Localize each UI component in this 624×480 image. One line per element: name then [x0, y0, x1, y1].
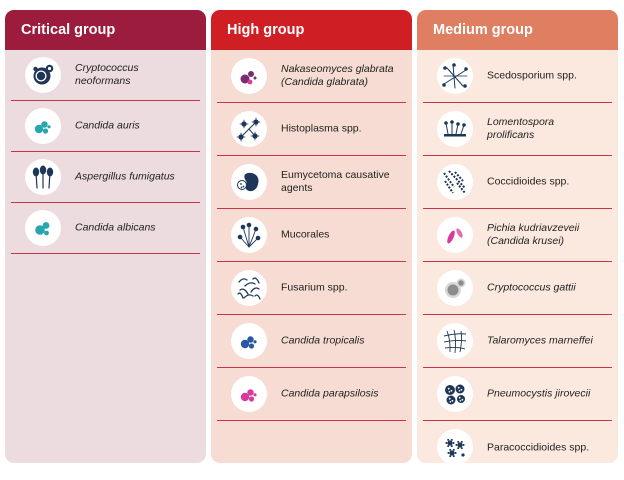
pneumocystis-cysts-icon — [437, 376, 473, 412]
pathogen-name: Cryptococcus neoformans — [75, 62, 139, 87]
scedosporium-hyphae-icon — [437, 58, 473, 94]
pathogen-name: Candida albicans — [75, 221, 156, 234]
list-item: Scedosporium spp. — [423, 50, 612, 103]
list-item: Candida tropicalis — [217, 315, 406, 368]
list-item: Talaromyces marneffei — [423, 315, 612, 368]
pathogen-name: Cryptococcus gattii — [487, 281, 576, 294]
list-item: Pichia kudriavzeveii (Candida krusei) — [423, 209, 612, 262]
critical-group-list: Cryptococcus neoformans Candida auris Aspe… — [5, 50, 206, 254]
list-item: Eumycetoma causative agents — [217, 156, 406, 209]
list-item: Paracoccidioides spp. — [423, 421, 612, 463]
list-item: Mucorales — [217, 209, 406, 262]
pathogen-name: Lomentospora prolificans — [487, 116, 555, 141]
medium-group-list: Scedosporium spp. Lomentospora prolifican… — [417, 50, 618, 463]
lomentospora-conidia-icon — [437, 111, 473, 147]
purple-yeast-cells-icon — [231, 58, 267, 94]
magenta-yeast-cells-icon — [231, 376, 267, 412]
list-item: Nakaseomyces glabrata (Candida glabrata) — [217, 50, 406, 103]
list-item: Pneumocystis jirovecii — [423, 368, 612, 421]
list-item: Fusarium spp. — [217, 262, 406, 315]
list-item: Lomentospora prolificans — [423, 103, 612, 156]
list-item: Candida auris — [11, 101, 200, 152]
histoplasma-spores-icon — [231, 111, 267, 147]
talaromyces-hyphae-icon — [437, 323, 473, 359]
list-item: Candida albicans — [11, 203, 200, 254]
pathogen-name: Pichia kudriavzeveii (Candida krusei) — [487, 222, 580, 247]
paracoccidioides-yeast-icon — [437, 429, 473, 463]
pathogen-name: Candida tropicalis — [281, 334, 365, 347]
pathogen-name: Candida parapsilosis — [281, 387, 379, 400]
pathogen-name: Pneumocystis jirovecii — [487, 387, 591, 400]
mucorales-sporangia-icon — [231, 217, 267, 253]
high-group-list: Nakaseomyces glabrata (Candida glabrata)… — [211, 50, 412, 421]
list-item: Candida parapsilosis — [217, 368, 406, 421]
list-item: Cryptococcus neoformans — [11, 50, 200, 101]
cryptococcus-cells-icon — [25, 57, 61, 93]
teal-budding-yeast-icon — [25, 210, 61, 246]
aspergillus-conidiophores-icon — [25, 159, 61, 195]
pathogen-name: Coccidioides spp. — [487, 175, 570, 188]
list-item: Cryptococcus gattii — [423, 262, 612, 315]
list-item: Coccidioides spp. — [423, 156, 612, 209]
pathogen-name: Eumycetoma causative agents — [281, 169, 390, 194]
high-group-header: High group — [211, 10, 412, 50]
medium-group-header: Medium group — [417, 10, 618, 50]
blue-yeast-cells-icon — [231, 323, 267, 359]
list-item: Histoplasma spp. — [217, 103, 406, 156]
coccidioides-arthroconidia-icon — [437, 164, 473, 200]
medium-group-column: Medium group Scedosporium spp. Lomentospo… — [417, 10, 618, 463]
pathogen-name: Scedosporium spp. — [487, 69, 577, 82]
pathogen-name: Aspergillus fumigatus — [75, 170, 175, 183]
list-item: Aspergillus fumigatus — [11, 152, 200, 203]
high-group-column: High group Nakaseomyces glabrata (Candid… — [211, 10, 412, 463]
pathogen-name: Paracoccidioides spp. — [487, 441, 590, 453]
fusarium-hyphae-icon — [231, 270, 267, 306]
pathogen-name: Histoplasma spp. — [281, 122, 362, 135]
pathogen-name: Mucorales — [281, 228, 330, 241]
pathogen-name: Talaromyces marneffei — [487, 334, 593, 347]
pathogen-name: Nakaseomyces glabrata (Candida glabrata) — [281, 63, 394, 88]
critical-group-column: Critical group Cryptococcus neoformans Ca… — [5, 10, 206, 463]
gray-encapsulated-yeast-icon — [437, 270, 473, 306]
pathogen-name: Fusarium spp. — [281, 281, 348, 294]
teal-yeast-cells-icon — [25, 108, 61, 144]
critical-group-header: Critical group — [5, 10, 206, 50]
pathogen-name: Candida auris — [75, 119, 140, 132]
eumycetoma-grain-icon — [231, 164, 267, 200]
elongated-yeast-icon — [437, 217, 473, 253]
